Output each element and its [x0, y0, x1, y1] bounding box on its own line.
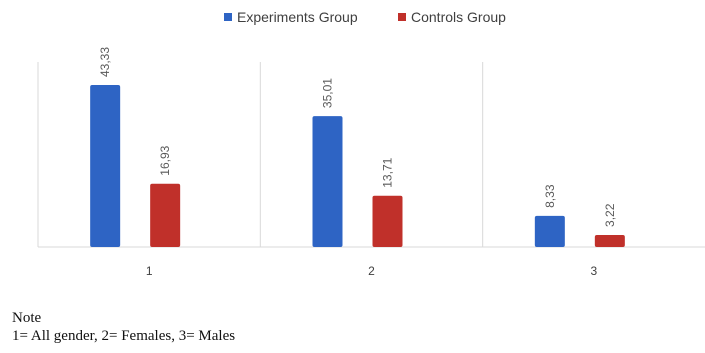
chart-legend: Experiments Group Controls Group: [224, 9, 506, 25]
bar-experiments-3: [534, 215, 565, 247]
bar-controls-3: [594, 234, 625, 247]
data-label-controls-1: 16,93: [158, 145, 172, 175]
x-tick-label-2: 2: [368, 264, 375, 278]
data-label-experiments-2: 35,01: [321, 78, 335, 108]
data-labels: 43,33 16,93 35,01 13,71 8,33 3,22: [98, 47, 617, 227]
bar-experiments-1: [90, 85, 121, 247]
x-tick-labels: 1 2 3: [146, 264, 598, 278]
bar-controls-2: [372, 195, 403, 247]
x-tick-label-3: 3: [590, 264, 597, 278]
data-label-experiments-3: 8,33: [543, 184, 557, 208]
data-label-controls-3: 3,22: [603, 203, 617, 227]
data-label-experiments-1: 43,33: [98, 47, 112, 77]
x-tick-label-1: 1: [146, 264, 153, 278]
legend-swatch-experiments: [224, 13, 232, 21]
note-text: 1= All gender, 2= Females, 3= Males: [12, 328, 236, 344]
note-title: Note: [12, 310, 42, 326]
category-separators: [37, 62, 484, 247]
bar-chart: Experiments Group Controls Group 43,33 16,…: [37, 9, 705, 278]
legend-swatch-controls: [398, 13, 406, 21]
data-label-controls-2: 13,71: [381, 157, 395, 187]
legend-label-experiments: Experiments Group: [237, 9, 358, 25]
bar-experiments-2: [312, 116, 343, 248]
legend-label-controls: Controls Group: [411, 9, 506, 25]
bars: [90, 85, 625, 248]
bar-controls-1: [150, 183, 181, 247]
